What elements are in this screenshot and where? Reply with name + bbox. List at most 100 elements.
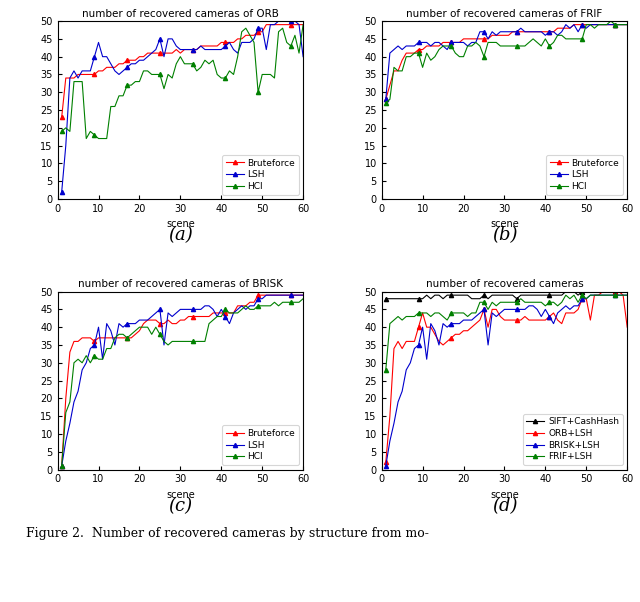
HCI: [131, 78, 139, 85]
FRIF+LSH: [623, 291, 631, 299]
HCI: [300, 21, 307, 28]
Bruteforce: [209, 42, 217, 49]
Bruteforce: [119, 334, 127, 341]
HCI: [444, 42, 451, 49]
Bruteforce: [140, 53, 147, 60]
HCI: [83, 135, 90, 142]
Bruteforce: [300, 21, 307, 28]
FRIF+LSH: [423, 309, 431, 317]
Legend: Bruteforce, LSH, HCI: Bruteforce, LSH, HCI: [546, 155, 623, 194]
Text: (b): (b): [492, 226, 517, 244]
HCI: [127, 330, 135, 338]
Title: number of recovered cameras: number of recovered cameras: [426, 279, 583, 290]
LSH: [300, 291, 307, 299]
Line: Bruteforce: Bruteforce: [60, 293, 305, 468]
Bruteforce: [119, 60, 127, 67]
Title: number of recovered cameras of ORB: number of recovered cameras of ORB: [82, 9, 279, 19]
LSH: [382, 96, 390, 103]
ORB+LSH: [382, 459, 390, 466]
BRISK+LSH: [423, 356, 431, 363]
LSH: [533, 28, 541, 36]
Legend: SIFT+CashHash, ORB+LSH, BRISK+LSH, FRIF+LSH: SIFT+CashHash, ORB+LSH, BRISK+LSH, FRIF+…: [523, 414, 623, 465]
LSH: [119, 67, 127, 75]
BRISK+LSH: [451, 320, 459, 327]
SIFT+CashHash: [464, 291, 472, 299]
Title: number of recovered cameras of BRISK: number of recovered cameras of BRISK: [78, 279, 283, 290]
SIFT+CashHash: [451, 291, 459, 299]
ORB+LSH: [464, 327, 472, 334]
Bruteforce: [209, 309, 217, 317]
Bruteforce: [533, 28, 541, 36]
LSH: [99, 53, 106, 60]
LSH: [623, 21, 631, 28]
Bruteforce: [58, 462, 65, 470]
BRISK+LSH: [623, 291, 631, 299]
Line: FRIF+LSH: FRIF+LSH: [384, 293, 629, 372]
Bruteforce: [262, 21, 270, 28]
ORB+LSH: [423, 323, 431, 330]
SIFT+CashHash: [460, 291, 467, 299]
LSH: [99, 356, 106, 363]
Legend: Bruteforce, LSH, HCI: Bruteforce, LSH, HCI: [222, 426, 299, 465]
Text: (a): (a): [168, 226, 193, 244]
Line: Bruteforce: Bruteforce: [60, 22, 305, 119]
HCI: [460, 53, 467, 60]
HCI: [103, 135, 111, 142]
ORB+LSH: [533, 317, 541, 324]
X-axis label: scene: scene: [490, 220, 519, 229]
HCI: [382, 99, 390, 107]
LSH: [127, 320, 135, 327]
LSH: [209, 46, 217, 53]
Line: LSH: LSH: [60, 19, 305, 194]
HCI: [209, 317, 217, 324]
LSH: [451, 39, 459, 46]
LSH: [460, 39, 467, 46]
Bruteforce: [300, 291, 307, 299]
HCI: [119, 330, 127, 338]
Line: HCI: HCI: [60, 22, 305, 141]
SIFT+CashHash: [423, 291, 431, 299]
LSH: [127, 60, 135, 67]
X-axis label: scene: scene: [490, 490, 519, 500]
Line: HCI: HCI: [384, 19, 629, 105]
SIFT+CashHash: [533, 291, 541, 299]
BRISK+LSH: [586, 291, 594, 299]
Line: LSH: LSH: [60, 293, 305, 468]
BRISK+LSH: [464, 317, 472, 324]
LSH: [136, 57, 143, 64]
Text: (d): (d): [492, 497, 517, 515]
FRIF+LSH: [533, 299, 541, 306]
SIFT+CashHash: [382, 295, 390, 302]
HCI: [213, 71, 221, 78]
Bruteforce: [127, 57, 135, 64]
Bruteforce: [99, 67, 106, 75]
HCI: [423, 49, 431, 57]
Bruteforce: [140, 320, 147, 327]
BRISK+LSH: [533, 306, 541, 313]
Bruteforce: [99, 334, 106, 341]
Line: Bruteforce: Bruteforce: [384, 22, 629, 102]
LSH: [300, 53, 307, 60]
Bruteforce: [460, 36, 467, 43]
FRIF+LSH: [451, 309, 459, 317]
Bruteforce: [136, 327, 143, 334]
ORB+LSH: [451, 330, 459, 338]
HCI: [144, 67, 152, 75]
Legend: Bruteforce, LSH, HCI: Bruteforce, LSH, HCI: [222, 155, 299, 194]
BRISK+LSH: [444, 323, 451, 330]
LSH: [58, 188, 65, 196]
FRIF+LSH: [460, 309, 467, 317]
Text: Figure 2.  Number of recovered cameras by structure from mo-: Figure 2. Number of recovered cameras by…: [26, 527, 428, 540]
ORB+LSH: [599, 288, 607, 295]
BRISK+LSH: [382, 462, 390, 470]
Title: number of recovered cameras of FRIF: number of recovered cameras of FRIF: [406, 9, 603, 19]
X-axis label: scene: scene: [166, 220, 195, 229]
Bruteforce: [136, 53, 143, 60]
Line: ORB+LSH: ORB+LSH: [384, 290, 629, 465]
FRIF+LSH: [382, 366, 390, 373]
HCI: [99, 356, 106, 363]
Bruteforce: [464, 36, 472, 43]
LSH: [119, 323, 127, 330]
LSH: [140, 57, 147, 64]
Bruteforce: [127, 334, 135, 341]
